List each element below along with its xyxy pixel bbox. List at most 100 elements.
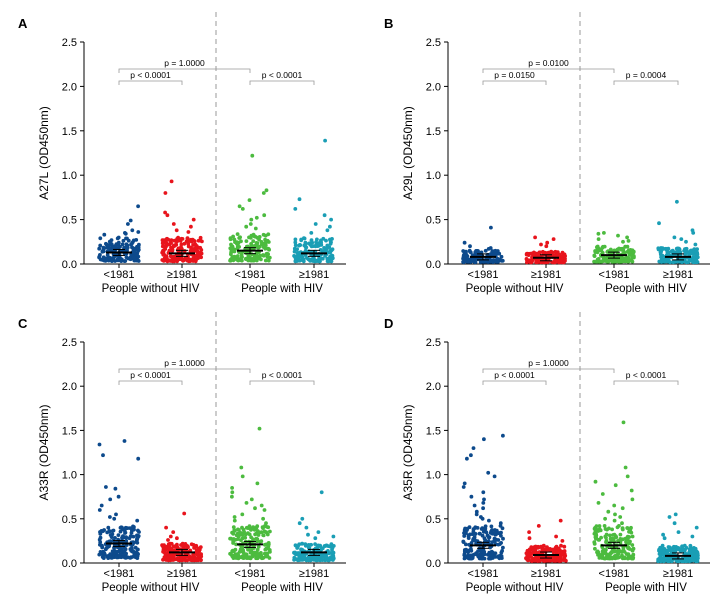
data-point [690, 557, 694, 562]
data-point [461, 485, 466, 489]
data-point [189, 239, 194, 244]
data-point [194, 556, 199, 561]
data-point [616, 233, 620, 238]
data-point [593, 249, 597, 253]
data-point [501, 545, 505, 550]
data-point [499, 533, 503, 538]
x-tick-label: ≥1981 [167, 568, 198, 580]
data-point [551, 550, 556, 554]
data-point [292, 249, 297, 254]
data-point [122, 439, 127, 443]
data-point [247, 524, 252, 528]
group-label: People without HIV [466, 283, 564, 295]
data-point [239, 545, 244, 550]
data-point [123, 231, 128, 236]
data-point [659, 260, 664, 264]
data-point [135, 518, 140, 523]
data-point [471, 446, 476, 450]
data-point [198, 545, 203, 549]
data-point [249, 258, 254, 262]
data-point [466, 259, 471, 264]
data-point [116, 494, 121, 499]
data-point [674, 246, 679, 251]
data-point [299, 258, 304, 262]
data-point [620, 553, 624, 558]
data-point [240, 255, 244, 259]
panel-letter: A [18, 16, 28, 31]
data-point [620, 527, 625, 532]
data-point [482, 437, 486, 442]
data-point [258, 539, 262, 544]
data-point [476, 554, 481, 559]
data-point [293, 240, 298, 245]
data-point [185, 236, 190, 241]
data-point [600, 492, 605, 496]
data-point [255, 524, 260, 529]
data-point [311, 244, 316, 249]
data-point [131, 554, 136, 559]
data-point [131, 549, 135, 553]
data-point [558, 550, 563, 555]
data-point [474, 509, 479, 514]
data-point [259, 240, 264, 244]
data-point [160, 258, 165, 262]
data-point [97, 552, 102, 557]
data-point [233, 554, 237, 559]
data-point [672, 544, 676, 549]
data-point [593, 546, 597, 551]
data-point [244, 239, 249, 244]
data-point [464, 554, 469, 559]
data-point [192, 546, 197, 550]
x-tick-label: ≥1981 [299, 568, 330, 580]
data-point [473, 532, 478, 536]
data-point [107, 529, 112, 533]
data-point [261, 526, 265, 530]
data-point [124, 551, 128, 556]
data-point [608, 552, 612, 557]
data-point [481, 501, 486, 505]
data-point [329, 253, 334, 258]
data-point [320, 256, 325, 261]
data-point [174, 228, 179, 233]
data-point [234, 533, 239, 538]
group-label: People with HIV [241, 582, 323, 594]
data-point [464, 249, 468, 254]
data-point [499, 254, 504, 259]
panel-letter: D [384, 316, 393, 331]
data-point [103, 547, 108, 552]
data-point [527, 251, 532, 256]
data-point [525, 260, 529, 265]
data-point [239, 465, 244, 470]
y-axis-title: A33R (OD450nm) [37, 404, 51, 500]
data-point [134, 550, 139, 555]
data-point [608, 247, 613, 252]
data-point [120, 527, 125, 532]
y-tick-label: 1.5 [426, 425, 441, 437]
data-point [266, 258, 271, 263]
comparison-bracket [249, 380, 315, 385]
data-point [161, 544, 166, 548]
data-point [318, 259, 322, 264]
data-point [490, 540, 495, 544]
data-point [562, 544, 567, 549]
data-point [250, 153, 255, 158]
data-point [171, 530, 176, 534]
data-point [469, 547, 473, 551]
data-point [253, 234, 258, 239]
data-point [136, 456, 141, 461]
data-point [244, 501, 249, 505]
data-point [664, 551, 668, 556]
data-point [492, 252, 497, 257]
data-point [672, 235, 677, 240]
data-point [264, 554, 268, 559]
data-point [264, 188, 269, 193]
data-point [614, 554, 619, 559]
comparison-bracket [482, 368, 615, 373]
data-point [233, 537, 238, 542]
group-label: People with HIV [605, 283, 687, 295]
data-point [684, 249, 689, 254]
data-point [613, 512, 617, 517]
data-point [237, 550, 242, 554]
data-point [241, 527, 246, 532]
data-point [264, 521, 268, 526]
